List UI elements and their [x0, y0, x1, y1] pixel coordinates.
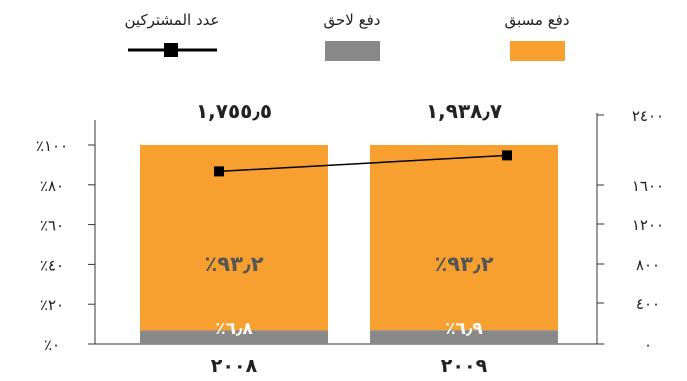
subscribers-line-path [218, 154, 508, 173]
right-axis-tick-label: ٠ [644, 336, 652, 354]
subscribers-line [214, 150, 512, 177]
bar-prepaid [140, 145, 328, 331]
right-axis-tick-label: ٢٤٠٠ [632, 107, 664, 125]
legend-label-postpaid: دفع لاحق [324, 11, 381, 29]
bars [140, 145, 558, 344]
left-axis-tick-label: ٪٠ [44, 336, 60, 354]
left-axis-tick-label: ٪٢٠ [40, 296, 64, 314]
prepaid-share-label: ٪٩٣٫٢ [204, 252, 263, 276]
legend-swatch-prepaid [510, 41, 565, 61]
right-axis-tick-label: ١٦٠٠ [632, 177, 664, 195]
legend-marker-subscribers [164, 43, 178, 57]
legend-label-subscribers: عدد المشتركين [125, 11, 220, 29]
bar-postpaid [370, 330, 558, 344]
category-label: ٢٠٠٩ [441, 355, 488, 377]
subscribers-point [214, 166, 224, 177]
subscribers-total-label: ١,٩٣٨٫٧ [426, 99, 502, 123]
left-axis-tick-label: ٪٤٠ [40, 256, 64, 274]
legend-swatch-postpaid [325, 41, 380, 61]
right-axis-tick-label: ١٢٠٠ [632, 216, 664, 234]
axes: ٪٠ ٪٢٠ ٪٤٠ ٪٦٠ ٪٨٠ ٪١٠٠ ٠ ٤٠٠ ٨٠٠ ١٢٠٠ ١٦٠٠ ٢٤٠٠ [36, 107, 664, 354]
left-axis-tick-label: ٪١٠٠ [36, 137, 68, 155]
subscribers-total-label: ١,٧٥٥٫٥ [196, 99, 272, 123]
bar-postpaid [140, 330, 328, 344]
right-axis-tick-label: ٤٠٠ [636, 295, 660, 313]
postpaid-share-label: ٪٦٫٨ [215, 319, 253, 339]
data-labels: ٪٩٣٫٢ ٪٦٫٨ ١,٧٥٥٫٥ ٢٠٠٨ ٪٩٣٫٢ ٪٦٫٩ ١,٩٣٨٫٧ ٢٠٠٩ [196, 99, 502, 377]
prepaid-share-label: ٪٩٣٫٢ [434, 252, 493, 276]
legend: دفع مسبق دفع لاحق عدد المشتركين [125, 11, 570, 61]
category-label: ٢٠٠٨ [211, 355, 258, 377]
left-axis-tick-label: ٪٦٠ [40, 217, 64, 235]
legend-label-prepaid: دفع مسبق [504, 11, 569, 29]
left-axis-tick-label: ٪٨٠ [40, 177, 64, 195]
subscribers-point [502, 150, 512, 161]
bar-prepaid [370, 145, 558, 331]
postpaid-share-label: ٪٦٫٩ [445, 319, 483, 339]
right-axis-tick-label: ٨٠٠ [636, 256, 660, 274]
